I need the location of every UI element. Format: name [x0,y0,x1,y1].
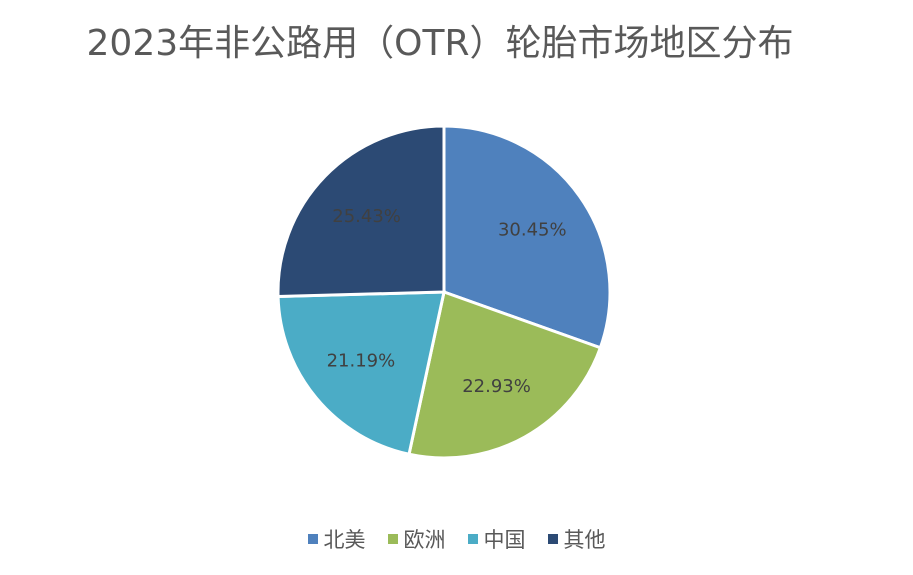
data-label-2: 22.93% [462,376,531,397]
data-label-3: 21.19% [327,350,396,371]
legend-label-4: 其他 [563,528,606,552]
legend-label-3: 中国 [483,528,526,552]
pie-slice-2 [407,290,603,460]
data-label-4: 25.43% [332,206,401,227]
legend-label-1: 北美 [323,528,366,552]
legend-item-2: 欧洲 [387,524,446,554]
pie-chart: 30.45% 22.93% 21.19% 25.43% [276,124,612,460]
legend-item-1: 北美 [307,524,366,554]
legend-item-4: 其他 [547,524,606,554]
legend: 北美 欧洲 中国 其他 [0,524,913,554]
legend-swatch-2 [387,534,398,544]
legend-label-2: 欧洲 [403,528,446,552]
legend-swatch-4 [547,534,558,544]
chart-title: 2023年非公路用（OTR）轮胎市场地区分布 [86,23,794,64]
pie-slice-1 [442,124,612,350]
legend-swatch-1 [307,534,318,544]
legend-swatch-3 [467,534,478,544]
pie-slice-3 [276,290,446,457]
legend-item-3: 中国 [467,524,526,554]
data-label-1: 30.45% [498,219,567,240]
pie-slice-4 [276,124,446,299]
